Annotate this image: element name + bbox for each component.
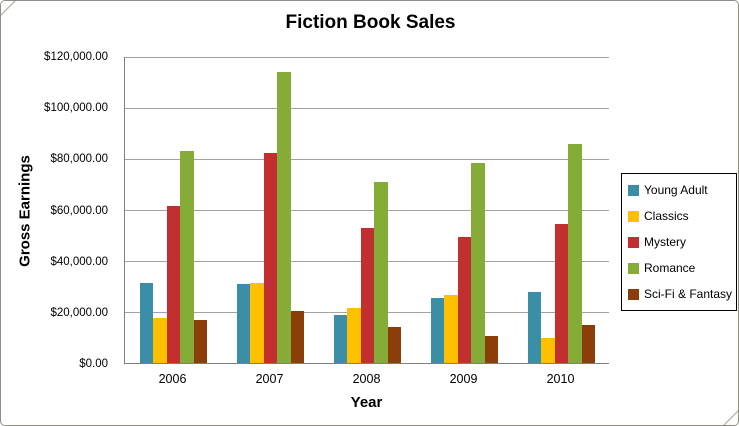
x-tick-label-2007: 2007: [255, 372, 284, 386]
bar-young-adult-2009: [430, 297, 445, 363]
x-tick-label-2009: 2009: [449, 372, 478, 386]
bar-sci-fi-fantasy-2009: [484, 336, 499, 363]
bar-romance-2008: [374, 181, 388, 363]
chart-title: Fiction Book Sales: [285, 12, 456, 33]
bar-young-adult-2006: [139, 282, 154, 363]
x-tick-label-2010: 2010: [546, 372, 575, 386]
legend-swatch-icon: [628, 262, 639, 274]
bar-sci-fi-fantasy-2008: [387, 327, 402, 363]
y-tick-label: $0.00: [79, 358, 108, 370]
y-tick-label: $100,000.00: [44, 102, 108, 115]
bar-mystery-2009: [457, 236, 472, 363]
y-tick-label: $120,000.00: [44, 51, 108, 63]
page-curl-top-left-mask: [1, 1, 14, 14]
bar-mystery-2008: [360, 227, 375, 363]
gridline: [125, 108, 609, 109]
legend-swatch-icon: [628, 184, 639, 196]
legend-item-classics: Classics: [628, 209, 730, 223]
bar-group-2007: [222, 57, 319, 363]
legend-item-young-adult: Young Adult: [628, 183, 730, 197]
plot-area: [124, 57, 609, 364]
bar-mystery-2007: [263, 152, 278, 363]
legend: Young Adult Classics Mystery Romance Sci-Fi …: [621, 173, 737, 311]
bar-sci-fi-fantasy-2010: [581, 324, 596, 363]
bar-young-adult-2008: [333, 314, 348, 363]
y-axis-ticks: $0.00 $20,000.00 $40,000.00 $60,000.00 $80,0…: [1, 51, 116, 370]
legend-item-sci-fi-fantasy: Sci-Fi & Fantasy: [628, 287, 733, 301]
bar-group-2010: [513, 57, 610, 363]
bar-group-2008: [319, 57, 416, 363]
bar-sci-fi-fantasy-2007: [290, 310, 305, 363]
legend-item-romance: Romance: [628, 261, 730, 275]
gridline: [125, 57, 609, 58]
bar-mystery-2006: [166, 206, 181, 363]
bar-young-adult-2007: [236, 283, 251, 363]
bar-romance-2010: [568, 143, 582, 363]
bar-classics-2009: [444, 295, 458, 363]
y-tick-label: $80,000.00: [50, 153, 108, 166]
legend-swatch-icon: [628, 210, 639, 222]
x-axis-label: Year: [350, 394, 383, 411]
bar-young-adult-2010: [527, 291, 542, 363]
bar-group-2006: [125, 57, 222, 363]
bar-romance-2006: [180, 151, 194, 363]
bar-classics-2007: [250, 282, 264, 363]
legend-label: Sci-Fi & Fantasy: [644, 287, 733, 301]
bar-classics-2006: [153, 318, 167, 363]
legend-label: Mystery: [644, 235, 686, 249]
bar-romance-2009: [471, 162, 485, 363]
bar-sci-fi-fantasy-2006: [193, 319, 208, 363]
legend-label: Young Adult: [644, 183, 708, 197]
legend-item-mystery: Mystery: [628, 235, 730, 249]
legend-label: Romance: [644, 261, 696, 275]
bar-mystery-2010: [554, 224, 569, 363]
bar-group-2009: [416, 57, 513, 363]
bar-classics-2008: [347, 308, 361, 363]
y-tick-label: $20,000.00: [50, 306, 108, 319]
x-tick-label-2008: 2008: [352, 372, 381, 386]
gridline: [125, 159, 609, 161]
legend-swatch-icon: [628, 288, 639, 300]
y-tick-label: $40,000.00: [50, 255, 108, 268]
page-curl-bottom-right-mask: [725, 412, 738, 425]
bar-romance-2007: [277, 72, 291, 363]
y-tick-label: $60,000.00: [50, 204, 108, 217]
x-tick-label-2006: 2006: [158, 372, 187, 386]
bar-classics-2010: [541, 337, 555, 363]
legend-label: Classics: [644, 209, 689, 223]
gridline: [125, 210, 609, 211]
legend-swatch-icon: [628, 236, 639, 248]
